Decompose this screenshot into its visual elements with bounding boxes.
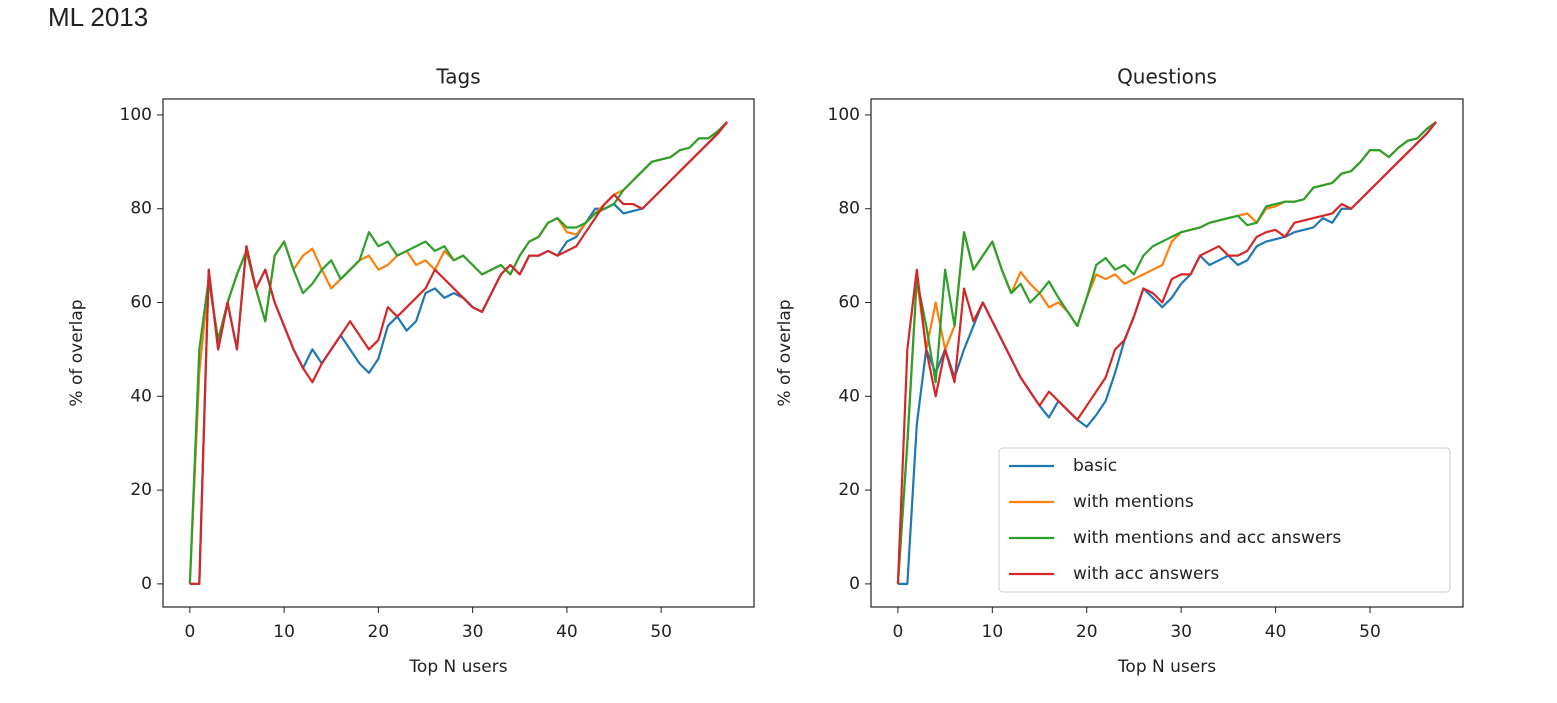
y-tick-label: 80 [130, 199, 152, 219]
axes-frame [162, 98, 755, 608]
legend-box [998, 447, 1451, 593]
y-tick-label: 60 [838, 293, 860, 313]
x-tick-label: 40 [1265, 622, 1287, 642]
y-tick-label: 80 [838, 199, 860, 219]
x-axis-label: Top N users [408, 657, 507, 677]
chart-title: Tags [435, 65, 480, 89]
series-line [189, 121, 728, 585]
y-axis-label: % of overlap [775, 299, 795, 406]
y-axis-label: % of overlap [67, 299, 87, 406]
series-line [896, 121, 1437, 584]
plot-area [188, 121, 728, 585]
chart-title: Questions [1117, 65, 1217, 89]
y-tick-label: 0 [849, 574, 860, 594]
x-tick-label: 30 [462, 622, 484, 642]
x-tick-label: 10 [273, 622, 295, 642]
x-axis-label: Top N users [1117, 657, 1216, 677]
axes-frame [870, 98, 1464, 608]
x-tick-label: 20 [368, 622, 390, 642]
x-tick-label: 50 [650, 622, 672, 642]
legend-label: basic [1073, 456, 1117, 476]
legend-label: with mentions and acc answers [1073, 528, 1341, 548]
y-tick-label: 0 [141, 574, 152, 594]
page-heading: ML 2013 [48, 2, 148, 32]
x-tick-label: 0 [184, 622, 195, 642]
legend-label: with acc answers [1073, 564, 1219, 584]
y-tick-label: 20 [838, 480, 860, 500]
y-tick-label: 20 [130, 480, 152, 500]
x-tick-label: 0 [892, 622, 903, 642]
series-line [896, 121, 1437, 584]
x-tick-label: 10 [982, 622, 1004, 642]
y-tick-label: 100 [828, 105, 860, 125]
legend-label: with mentions [1073, 492, 1194, 512]
series-line [188, 121, 728, 584]
plot-area [896, 121, 1437, 585]
x-tick-label: 40 [556, 622, 578, 642]
y-tick-label: 40 [130, 386, 152, 406]
y-tick-label: 40 [838, 386, 860, 406]
x-tick-label: 30 [1170, 622, 1192, 642]
y-tick-label: 100 [120, 105, 152, 125]
x-tick-label: 20 [1076, 622, 1098, 642]
y-tick-label: 60 [130, 293, 152, 313]
x-tick-label: 50 [1359, 622, 1381, 642]
